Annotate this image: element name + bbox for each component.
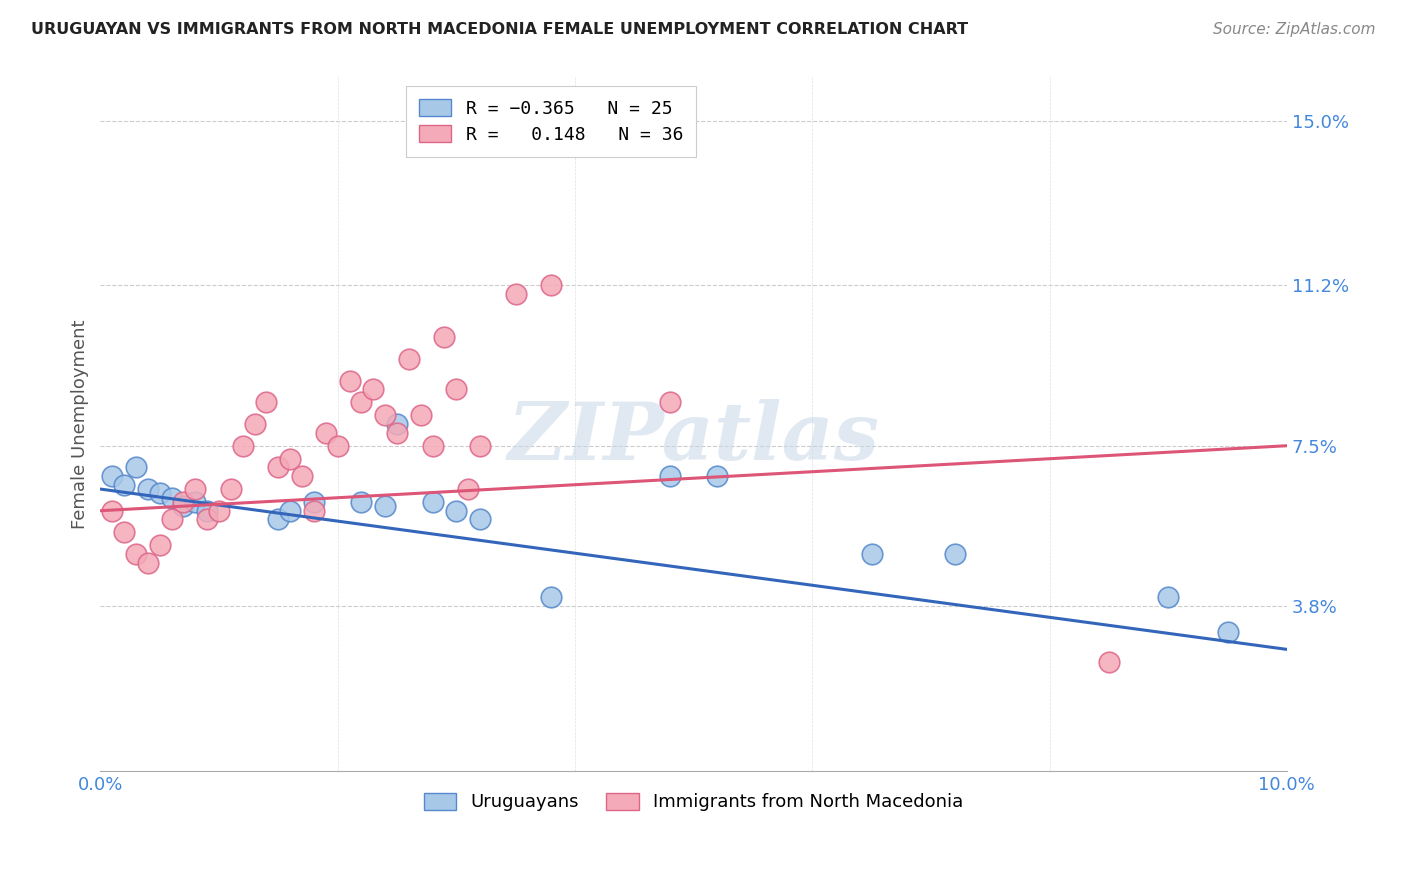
Point: [267, 460, 290, 475]
Point: [219, 482, 242, 496]
Point: [243, 417, 266, 431]
Point: [232, 439, 254, 453]
Point: [658, 395, 681, 409]
Point: [446, 504, 468, 518]
Point: [172, 495, 194, 509]
Point: [361, 383, 384, 397]
Point: [385, 417, 408, 431]
Point: [184, 495, 207, 509]
Point: [468, 512, 491, 526]
Point: [374, 409, 396, 423]
Point: [160, 512, 183, 526]
Point: [505, 287, 527, 301]
Point: [943, 547, 966, 561]
Point: [302, 504, 325, 518]
Point: [1157, 591, 1180, 605]
Point: [256, 395, 278, 409]
Point: [457, 482, 479, 496]
Point: [136, 482, 159, 496]
Point: [1098, 656, 1121, 670]
Point: [326, 439, 349, 453]
Point: [184, 482, 207, 496]
Point: [658, 469, 681, 483]
Point: [291, 469, 314, 483]
Point: [350, 395, 373, 409]
Point: [540, 591, 562, 605]
Point: [433, 330, 456, 344]
Point: [540, 278, 562, 293]
Point: [101, 504, 124, 518]
Point: [267, 512, 290, 526]
Point: [446, 383, 468, 397]
Point: [374, 500, 396, 514]
Text: ZIPatlas: ZIPatlas: [508, 400, 880, 476]
Point: [468, 439, 491, 453]
Point: [409, 409, 432, 423]
Point: [315, 425, 337, 440]
Point: [112, 477, 135, 491]
Point: [112, 525, 135, 540]
Point: [350, 495, 373, 509]
Point: [422, 439, 444, 453]
Point: [398, 352, 420, 367]
Point: [278, 451, 301, 466]
Point: [385, 425, 408, 440]
Point: [422, 495, 444, 509]
Point: [1216, 625, 1239, 640]
Point: [101, 469, 124, 483]
Point: [195, 504, 218, 518]
Point: [125, 547, 148, 561]
Point: [208, 504, 231, 518]
Point: [706, 469, 728, 483]
Point: [160, 491, 183, 505]
Point: [136, 556, 159, 570]
Y-axis label: Female Unemployment: Female Unemployment: [72, 319, 89, 529]
Point: [302, 495, 325, 509]
Point: [125, 460, 148, 475]
Point: [149, 538, 172, 552]
Legend: Uruguayans, Immigrants from North Macedonia: Uruguayans, Immigrants from North Macedo…: [411, 780, 976, 824]
Point: [172, 500, 194, 514]
Point: [149, 486, 172, 500]
Point: [278, 504, 301, 518]
Point: [195, 512, 218, 526]
Text: Source: ZipAtlas.com: Source: ZipAtlas.com: [1212, 22, 1375, 37]
Point: [339, 374, 361, 388]
Point: [860, 547, 883, 561]
Text: URUGUAYAN VS IMMIGRANTS FROM NORTH MACEDONIA FEMALE UNEMPLOYMENT CORRELATION CHA: URUGUAYAN VS IMMIGRANTS FROM NORTH MACED…: [31, 22, 969, 37]
